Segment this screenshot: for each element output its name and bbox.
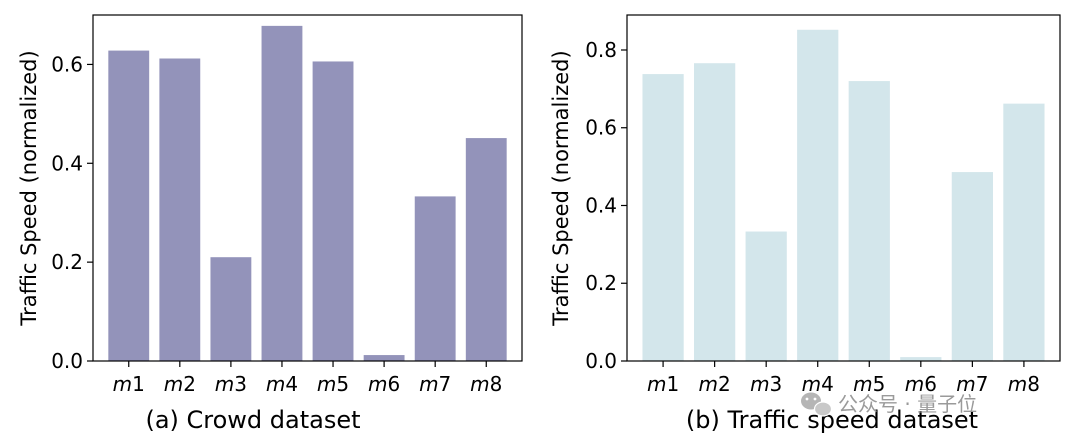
y-tick-label: 0.6 <box>51 52 83 76</box>
bar-m6 <box>363 355 405 361</box>
x-tick-label: m1 <box>113 372 145 396</box>
bar-m6 <box>900 357 942 361</box>
bar-m2 <box>694 63 736 362</box>
watermark: 公众号 · 量子位 <box>801 392 977 417</box>
y-tick-label: 0.4 <box>51 151 83 175</box>
x-tick-num: 2 <box>718 372 731 396</box>
x-tick-var: m <box>750 372 769 396</box>
x-tick-var: m <box>470 372 489 396</box>
bar-m5 <box>848 81 890 361</box>
x-tick-var: m <box>317 372 336 396</box>
x-tick-var: m <box>164 372 183 396</box>
bar-m7 <box>414 196 456 361</box>
x-tick-label: m7 <box>956 372 988 396</box>
y-tick-label: 0.8 <box>585 38 617 62</box>
plot-frame <box>92 14 523 362</box>
bar-m1 <box>108 50 150 362</box>
y-tick-label: 0.6 <box>585 116 617 140</box>
bar-m4 <box>797 29 839 362</box>
bar-m3 <box>745 231 787 361</box>
x-tick-label: m5 <box>853 372 885 396</box>
x-tick-label: m6 <box>368 372 400 396</box>
x-tick-var: m <box>1008 372 1027 396</box>
x-tick-num: 5 <box>873 372 886 396</box>
bar-m4 <box>261 25 303 362</box>
x-tick-num: 5 <box>336 372 349 396</box>
y-tick-label: 0.0 <box>51 349 83 373</box>
x-tick-label: m2 <box>699 372 731 396</box>
x-tick-num: 4 <box>285 372 298 396</box>
x-tick-label: m8 <box>1008 372 1040 396</box>
x-tick-var: m <box>905 372 924 396</box>
x-tick-label: m4 <box>266 372 298 396</box>
x-tick-var: m <box>266 372 285 396</box>
x-tick-var: m <box>419 372 438 396</box>
x-tick-label: m2 <box>164 372 196 396</box>
x-tick-num: 6 <box>924 372 937 396</box>
x-tick-num: 3 <box>234 372 247 396</box>
x-tick-label: m7 <box>419 372 451 396</box>
y-axis-label: Traffic Speed (normalized) <box>549 50 573 326</box>
x-tick-num: 3 <box>770 372 783 396</box>
x-tick-var: m <box>956 372 975 396</box>
x-tick-num: 2 <box>183 372 196 396</box>
bar-m7 <box>951 172 993 361</box>
x-tick-var: m <box>113 372 132 396</box>
x-tick-num: 8 <box>490 372 503 396</box>
bar-m8 <box>465 138 507 361</box>
x-tick-num: 7 <box>976 372 989 396</box>
plot-frame <box>626 14 1061 362</box>
x-tick-num: 7 <box>439 372 452 396</box>
x-tick-label: m8 <box>470 372 502 396</box>
chart-caption: (a) Crowd dataset <box>145 406 360 434</box>
x-tick-label: m3 <box>750 372 782 396</box>
x-tick-num: 4 <box>821 372 834 396</box>
x-tick-var: m <box>853 372 872 396</box>
bar-m8 <box>1003 103 1045 361</box>
watermark-text: 公众号 · 量子位 <box>838 392 977 416</box>
y-axis-label: Traffic Speed (normalized) <box>17 50 41 326</box>
x-tick-num: 8 <box>1027 372 1040 396</box>
x-tick-var: m <box>699 372 718 396</box>
x-tick-num: 1 <box>132 372 145 396</box>
x-tick-label: m6 <box>905 372 937 396</box>
x-tick-num: 1 <box>666 372 679 396</box>
chart-caption: (b) Traffic speed dataset <box>686 406 978 434</box>
wechat-icon <box>801 392 833 417</box>
x-tick-num: 6 <box>387 372 400 396</box>
x-tick-label: m3 <box>215 372 247 396</box>
bar-m2 <box>159 58 201 361</box>
x-tick-var: m <box>368 372 387 396</box>
y-tick-label: 0.4 <box>585 193 617 217</box>
x-tick-var: m <box>802 372 821 396</box>
x-tick-var: m <box>215 372 234 396</box>
x-tick-var: m <box>647 372 666 396</box>
x-tick-label: m5 <box>317 372 349 396</box>
y-tick-label: 0.0 <box>585 349 617 373</box>
y-tick-label: 0.2 <box>51 250 83 274</box>
bar-m1 <box>642 74 684 361</box>
y-tick-label: 0.2 <box>585 271 617 295</box>
x-tick-label: m4 <box>802 372 834 396</box>
x-tick-label: m1 <box>647 372 679 396</box>
bar-m5 <box>312 61 354 362</box>
bar-m3 <box>210 257 252 361</box>
